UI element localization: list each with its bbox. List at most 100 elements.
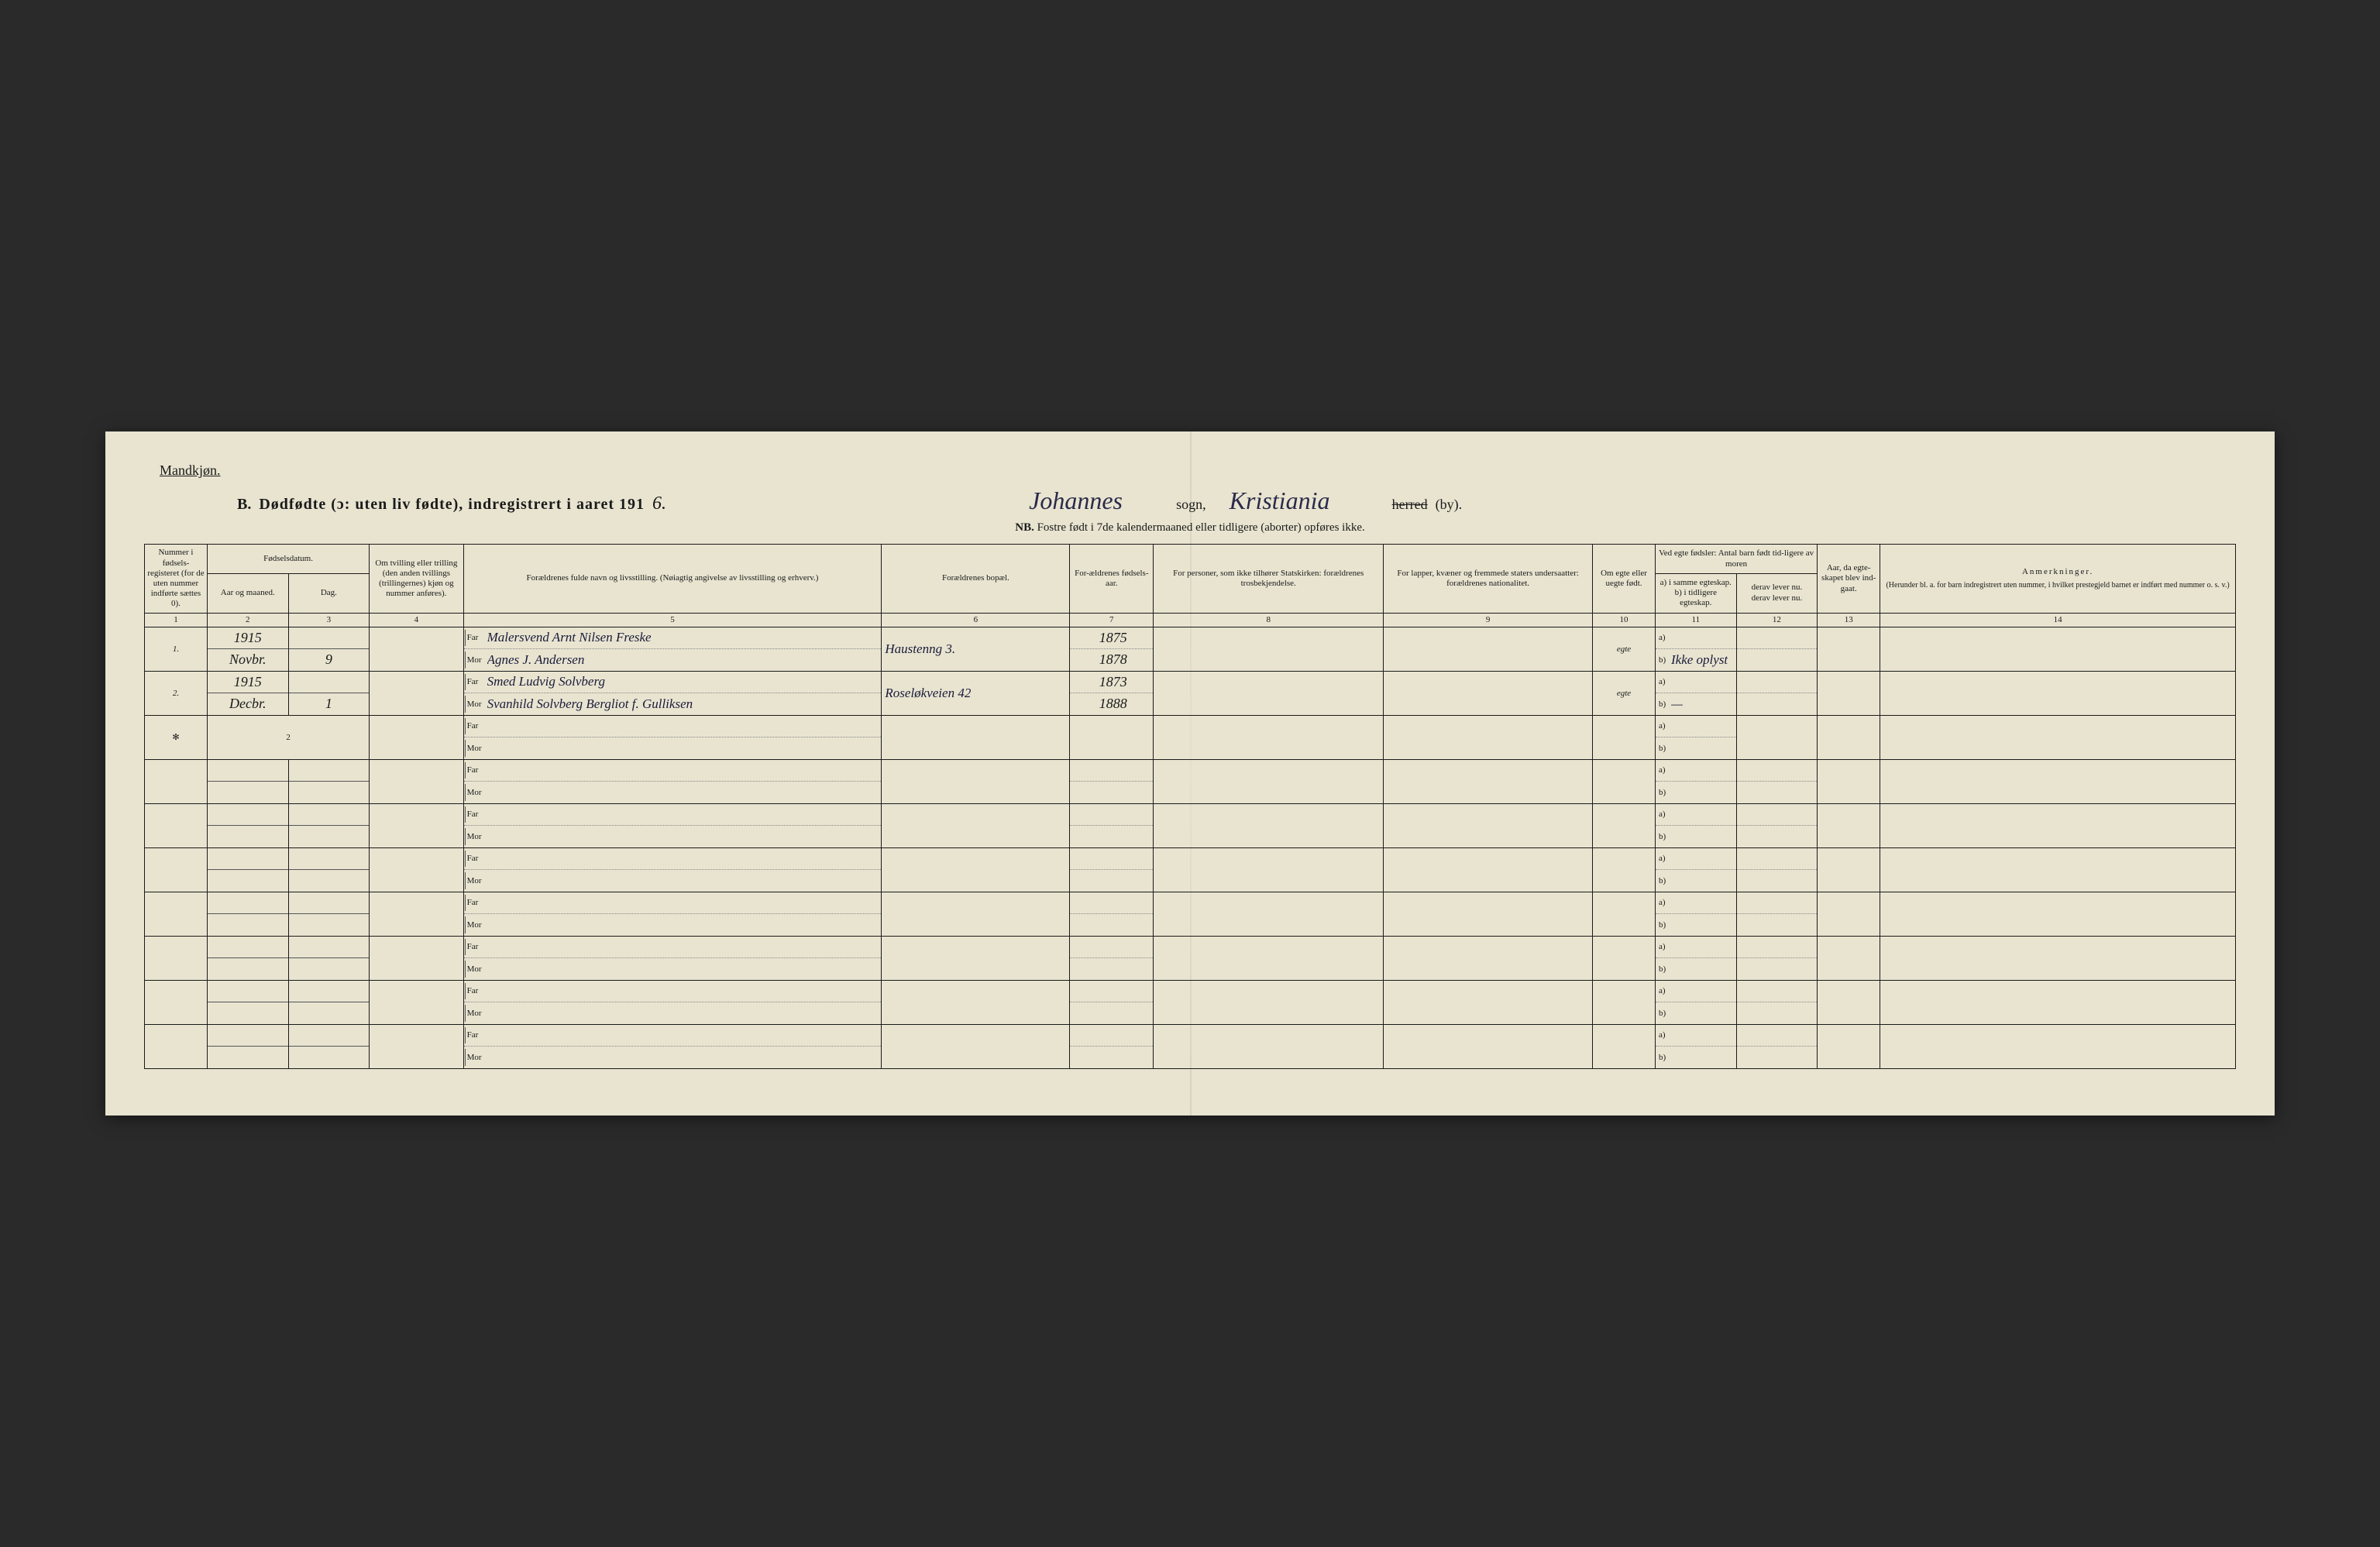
col13-cell: [1818, 892, 1880, 936]
colnum-5: 5: [463, 613, 882, 627]
far-label: Far: [467, 1030, 487, 1040]
col13-cell: [1818, 847, 1880, 892]
lapp-cell: [1384, 936, 1593, 980]
table-body: 1. 1915 Novbr. 9 Far Malersvend Arnt Nil…: [145, 627, 2236, 1068]
c12b: [1737, 782, 1818, 803]
table-row: 2. 1915 Decbr. 1 Far Smed Ludvig Solvber…: [145, 671, 2236, 715]
gender-label: Mandkjøn.: [160, 462, 221, 478]
col-header-aar: Aar og maaned.: [207, 573, 288, 613]
col-header-13: Aar, da egte-skapet blev ind-gaat.: [1818, 545, 1880, 613]
day-hw: [289, 914, 370, 936]
c11b: b): [1656, 914, 1736, 936]
mor-label: Mor: [467, 920, 487, 930]
lapp-cell: [1384, 1024, 1593, 1068]
year-hw: [208, 981, 288, 1002]
anmerk-cell: [1880, 803, 2236, 847]
table-row: Far Mor a) b): [145, 892, 2236, 936]
nb-note: NB. Fostre født i 7de kalendermaaned ell…: [144, 521, 2236, 535]
c12a: [1737, 981, 1818, 1002]
far-label: Far: [467, 854, 487, 863]
mor-year: [1070, 1002, 1153, 1024]
header-gender: Mandkjøn.: [144, 462, 2236, 479]
sum-value: 2: [207, 715, 369, 759]
far-year: [1070, 981, 1153, 1002]
egte-cell: [1593, 803, 1656, 847]
far-line: Far: [464, 937, 882, 958]
bopael-cell: Roseløkveien 42: [882, 671, 1070, 715]
mor-label: Mor: [467, 700, 487, 709]
table-row: Far Mor a) b): [145, 803, 2236, 847]
month-hw: [208, 826, 288, 847]
c11a: a): [1656, 672, 1736, 693]
month-hw: Decbr.: [208, 693, 288, 715]
col12-cell: [1736, 627, 1818, 671]
statskirken-cell: [1154, 936, 1384, 980]
day-cell: [288, 936, 370, 980]
by-label: (by).: [1436, 497, 1463, 513]
colnum-14: 14: [1880, 613, 2236, 627]
day-cell: 9: [288, 627, 370, 671]
day-blank: [289, 1025, 370, 1047]
egte-cell: [1593, 847, 1656, 892]
far-line: Far Malersvend Arnt Nilsen Freske: [464, 627, 882, 649]
colnum-7: 7: [1070, 613, 1154, 627]
c12a: [1737, 760, 1818, 782]
mor-label: Mor: [467, 1009, 487, 1018]
col-header-5: Forældrenes fulde navn og livsstilling. …: [463, 545, 882, 613]
anmerk-cell: [1880, 980, 2236, 1024]
far-name: Malersvend Arnt Nilsen Freske: [487, 630, 652, 645]
mor-name: Agnes J. Andersen: [487, 652, 585, 668]
anmerk-cell: [1880, 627, 2236, 671]
far-year: [1070, 804, 1153, 826]
far-line: Far Smed Ludvig Solvberg: [464, 672, 882, 693]
year-hw: [208, 804, 288, 826]
c11b: b): [1656, 1002, 1736, 1024]
anmerk-cell: [1880, 671, 2236, 715]
col-header-10: Om egte eller uegte født.: [1593, 545, 1656, 613]
twin-cell: [370, 803, 463, 847]
col13-cell: [1818, 803, 1880, 847]
far-year: [1070, 1025, 1153, 1047]
lapp-cell: [1384, 892, 1593, 936]
mor-year: [1070, 826, 1153, 847]
mor-line: Mor: [464, 826, 882, 847]
table-header: Nummer i fødsels-registeret (for de uten…: [145, 545, 2236, 627]
c11b: b)—: [1656, 693, 1736, 715]
parish-handwritten: Johannes: [1013, 486, 1168, 515]
mor-year: [1070, 782, 1153, 803]
table-row: Far Mor a) b): [145, 1024, 2236, 1068]
twin-cell: [370, 980, 463, 1024]
col-header-1: Nummer i fødsels-registeret (for de uten…: [145, 545, 208, 613]
far-label: Far: [467, 810, 487, 819]
day-blank: [289, 981, 370, 1002]
year-hw: 1915: [208, 672, 288, 693]
lapp-cell: [1384, 803, 1593, 847]
parents-cell: Far Mor: [463, 759, 882, 803]
col13-cell: [1818, 936, 1880, 980]
day-blank: [289, 848, 370, 870]
c12a: [1737, 892, 1818, 914]
colnum-4: 4: [370, 613, 463, 627]
c12a: [1737, 804, 1818, 826]
mor-line: Mor: [464, 958, 882, 980]
far-label: Far: [467, 986, 487, 995]
col11-cell: a) b): [1656, 803, 1737, 847]
egte-cell: egte: [1593, 627, 1656, 671]
summary-row: ✻ 2 Far Mor a) b): [145, 715, 2236, 759]
mor-year: [1070, 914, 1153, 936]
bopael-cell: [882, 1024, 1070, 1068]
year-month-cell: [207, 803, 288, 847]
year-hw: [208, 760, 288, 782]
c11b: b): [1656, 826, 1736, 847]
table-row: 1. 1915 Novbr. 9 Far Malersvend Arnt Nil…: [145, 627, 2236, 671]
year-hw: [208, 892, 288, 914]
parents-cell: Far Mor: [463, 980, 882, 1024]
mor-year: [1070, 958, 1153, 980]
colnum-2: 2: [207, 613, 288, 627]
day-hw: [289, 1047, 370, 1068]
statskirken-cell: [1154, 1024, 1384, 1068]
day-hw: [289, 958, 370, 980]
month-hw: [208, 1047, 288, 1068]
lapp-cell: [1384, 627, 1593, 671]
colnum-8: 8: [1154, 613, 1384, 627]
